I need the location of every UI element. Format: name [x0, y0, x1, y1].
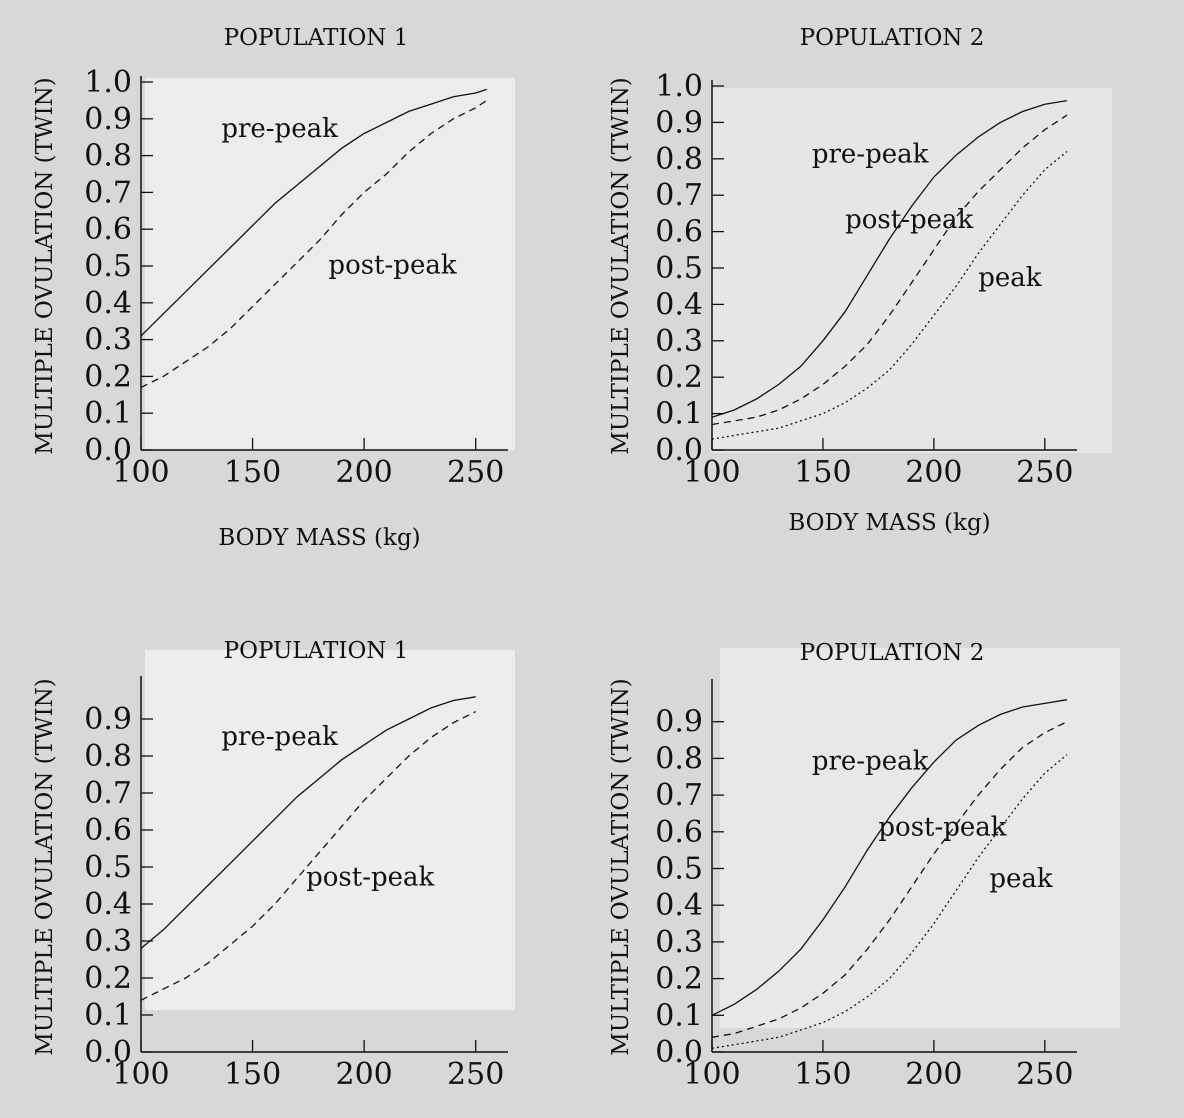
y-tick-label: 0.6 — [655, 815, 703, 850]
y-tick-label: 0.4 — [655, 287, 703, 322]
y-tick-label: 0.1 — [84, 396, 132, 431]
series-line-post-peak — [140, 711, 476, 1001]
annotation-label: pre-peak — [221, 722, 338, 752]
annotation-label: pre-peak — [812, 139, 929, 169]
chart-panel-4: POPULATION 2 0.00.10.20.30.40.50.60.70.80… — [608, 640, 1077, 1092]
y-tick-label: 0.8 — [655, 142, 703, 177]
paper-sheet-2 — [712, 88, 1112, 453]
x-tick-label: 150 — [794, 1057, 851, 1092]
y-tick-label: 0.7 — [84, 175, 132, 210]
annotation-label: post-peak — [878, 812, 1006, 842]
annotation-label: post-peak — [328, 250, 456, 280]
chart-title: POPULATION 1 — [224, 25, 409, 51]
series-line-peak — [711, 150, 1068, 440]
x-tick-label: 200 — [905, 1057, 962, 1092]
y-axis-label: MULTIPLE OVULATION (TWIN) — [32, 77, 58, 455]
annotation-label: pre-peak — [812, 746, 929, 776]
chart-title: POPULATION 2 — [800, 25, 985, 51]
chart-panel-1: POPULATION 1 0.00.10.20.30.40.50.60.70.80… — [32, 25, 508, 551]
y-axis-label: MULTIPLE OVULATION (TWIN) — [608, 77, 634, 455]
y-tick-label: 0.1 — [84, 998, 132, 1033]
x-tick-label: 250 — [447, 455, 504, 490]
y-tick-label: 0.3 — [655, 324, 703, 359]
y-tick-label: 0.9 — [84, 102, 132, 137]
x-tick-label: 250 — [447, 1057, 504, 1092]
y-tick-label: 0.2 — [655, 360, 703, 395]
y-tick-label: 0.2 — [84, 961, 132, 996]
y-tick-label: 0.4 — [84, 286, 132, 321]
y-tick-label: 0.7 — [84, 776, 132, 811]
x-tick-label: 200 — [905, 455, 962, 490]
chart-panel-3: POPULATION 1 0.00.10.20.30.40.50.60.70.80… — [32, 638, 508, 1092]
series-line-peak — [711, 754, 1068, 1049]
y-tick-label: 0.9 — [655, 705, 703, 740]
y-tick-label: 0.5 — [655, 852, 703, 887]
y-tick-label: 0.2 — [655, 962, 703, 997]
y-axis-label: MULTIPLE OVULATION (TWIN) — [608, 678, 634, 1056]
y-tick-label: 0.3 — [655, 925, 703, 960]
y-tick-label: 0.0 — [84, 1035, 132, 1070]
series-line-pre-peak — [140, 88, 488, 337]
y-tick-label: 0.4 — [84, 887, 132, 922]
y-tick-label: 0.4 — [655, 888, 703, 923]
y-tick-label: 0.9 — [655, 105, 703, 140]
y-tick-label: 0.1 — [655, 397, 703, 432]
y-tick-label: 0.0 — [655, 433, 703, 468]
annotation-label: post-peak — [845, 205, 973, 235]
y-tick-label: 0.8 — [84, 739, 132, 774]
x-tick-label: 150 — [224, 1057, 281, 1092]
y-tick-label: 1.0 — [655, 69, 703, 104]
y-tick-label: 0.5 — [655, 251, 703, 286]
y-tick-label: 0.3 — [84, 924, 132, 959]
series-line-pre-peak — [711, 99, 1068, 418]
y-tick-label: 1.0 — [84, 65, 132, 100]
y-tick-label: 0.7 — [655, 178, 703, 213]
paper-sheet-1 — [145, 78, 515, 450]
y-axis-label: MULTIPLE OVULATION (TWIN) — [32, 678, 58, 1056]
y-tick-label: 0.2 — [84, 359, 132, 394]
x-tick-label: 100 — [683, 455, 740, 490]
annotation-label: peak — [989, 864, 1053, 894]
x-tick-label: 100 — [112, 1057, 169, 1092]
y-tick-label: 0.0 — [84, 433, 132, 468]
y-tick-label: 0.7 — [655, 778, 703, 813]
annotation-label: pre-peak — [221, 114, 338, 144]
y-tick-label: 0.3 — [84, 323, 132, 358]
series-line-post-peak — [140, 99, 488, 388]
x-tick-label: 150 — [794, 455, 851, 490]
x-tick-label: 250 — [1016, 455, 1073, 490]
chart-title: POPULATION 2 — [800, 640, 985, 666]
paper-sheet-3 — [145, 650, 515, 1010]
y-tick-label: 0.6 — [84, 813, 132, 848]
chart-panel-2: POPULATION 2 0.00.10.20.30.40.50.60.70.80… — [608, 25, 1077, 536]
y-tick-label: 0.9 — [84, 702, 132, 737]
series-line-pre-peak — [140, 696, 476, 949]
x-tick-label: 100 — [112, 455, 169, 490]
x-tick-label: 150 — [224, 455, 281, 490]
series-line-post-peak — [711, 114, 1068, 426]
annotation-label: peak — [978, 263, 1042, 293]
x-tick-label: 200 — [335, 455, 392, 490]
x-axis-label: BODY MASS (kg) — [218, 525, 420, 551]
x-tick-label: 100 — [683, 1057, 740, 1092]
y-tick-label: 0.8 — [84, 139, 132, 174]
annotation-label: post-peak — [306, 863, 434, 893]
y-tick-label: 0.6 — [84, 212, 132, 247]
x-axis-label: BODY MASS (kg) — [788, 510, 990, 536]
y-tick-label: 0.5 — [84, 850, 132, 885]
y-tick-label: 0.8 — [655, 741, 703, 776]
y-tick-label: 0.5 — [84, 249, 132, 284]
series-line-pre-peak — [711, 699, 1068, 1016]
y-tick-label: 0.6 — [655, 215, 703, 250]
paper-sheet-4 — [720, 648, 1120, 1028]
x-tick-label: 250 — [1016, 1057, 1073, 1092]
y-tick-label: 0.0 — [655, 1035, 703, 1070]
series-line-post-peak — [711, 721, 1068, 1038]
chart-title: POPULATION 1 — [224, 638, 409, 664]
y-tick-label: 0.1 — [655, 998, 703, 1033]
x-tick-label: 200 — [335, 1057, 392, 1092]
